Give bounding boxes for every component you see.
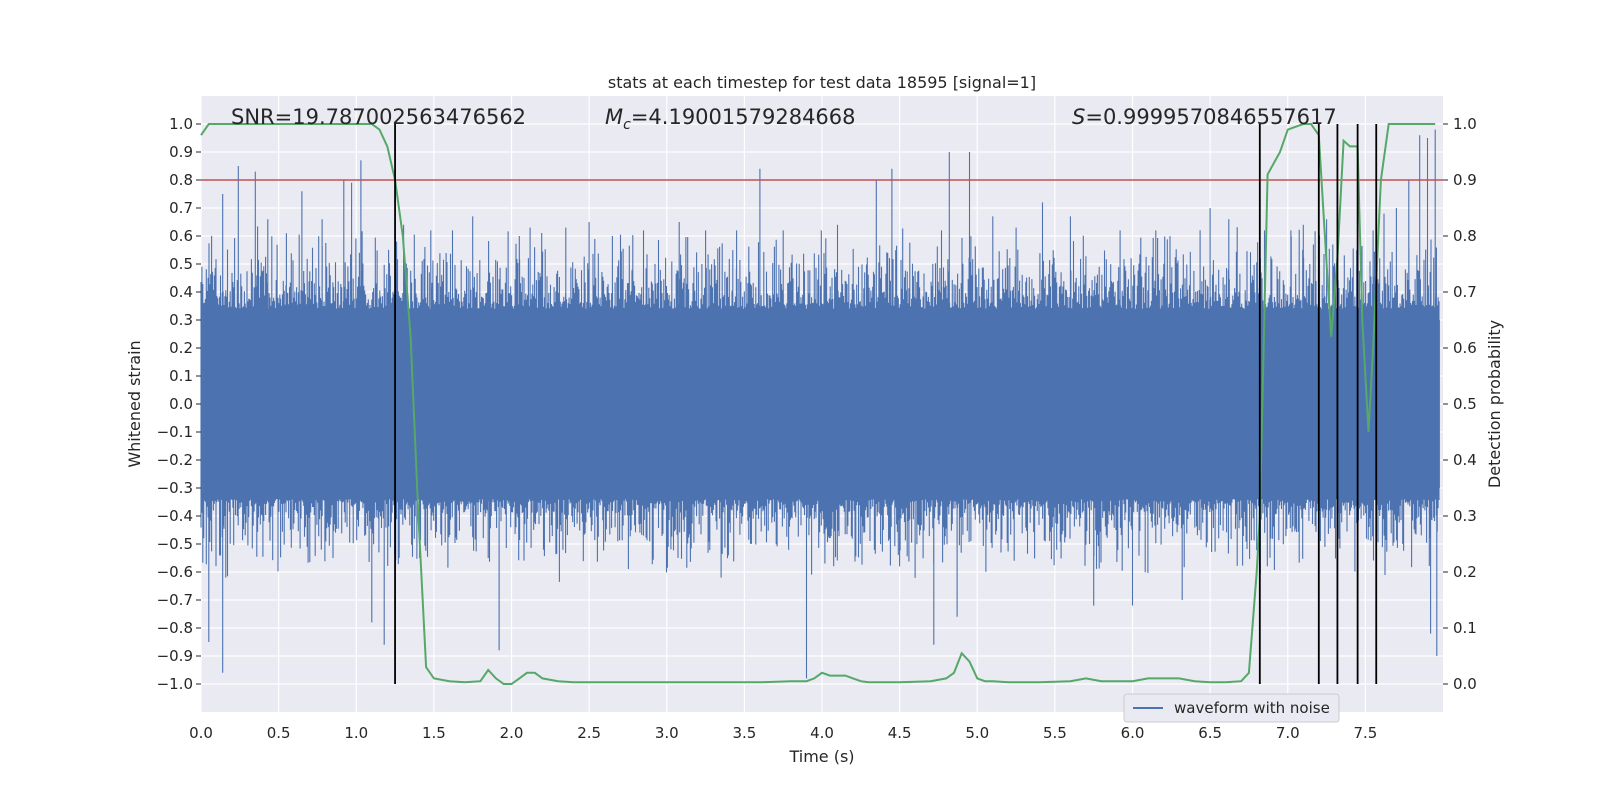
y-left-tick-label: 0.6	[169, 227, 193, 245]
y-axis-left-ticks: −1.0 −0.9 −0.8 −0.7 −0.6 −0.5 −0.4 −0.3 −0.2 −0.1…	[157, 115, 201, 693]
y-right-tick-label: 0.7	[1453, 283, 1477, 301]
chirp-mass-subscript: c	[623, 117, 631, 133]
y-left-tick-label: 0.0	[169, 395, 193, 413]
chart-title: stats at each timestep for test data 185…	[608, 73, 1036, 92]
legend-box	[1123, 693, 1340, 723]
y-axis-right-label: Detection probability	[1485, 320, 1504, 488]
y-left-tick-label: 1.0	[169, 115, 193, 133]
y-left-tick-label: 0.4	[169, 283, 193, 301]
y-axis-right-ticks: 0.0 0.1 0.2 0.3 0.4 0.5 0.6 0.7 0.8 0.9 1.0	[1443, 115, 1477, 693]
x-tick-label: 0.5	[267, 724, 291, 742]
y-right-tick-label: 0.8	[1453, 227, 1477, 245]
y-left-tick-label: 0.5	[169, 255, 193, 273]
chirp-mass-symbol: M	[605, 105, 623, 129]
score-symbol: S	[1072, 105, 1085, 129]
x-tick-label: 1.5	[422, 724, 446, 742]
detection-probability-line	[200, 123, 1436, 685]
x-tick-label: 3.5	[732, 724, 756, 742]
y-left-tick-label: 0.3	[169, 311, 193, 329]
chirp-mass-value: =4.19001579284668	[631, 105, 856, 129]
x-tick-label: 4.0	[810, 724, 834, 742]
y-axis-left-label: Whitened strain	[125, 340, 144, 467]
x-tick-label: 1.0	[344, 724, 368, 742]
y-left-tick-label: −0.5	[157, 535, 193, 553]
waveform-with-noise-series	[200, 129, 1440, 679]
y-left-tick-label: 0.9	[169, 143, 193, 161]
x-tick-label: 3.0	[655, 724, 679, 742]
x-tick-label: 2.5	[577, 724, 601, 742]
y-right-tick-label: 0.2	[1453, 563, 1477, 581]
y-left-tick-label: −0.1	[157, 423, 193, 441]
y-left-tick-label: −0.6	[157, 563, 193, 581]
x-axis-label: Time (s)	[788, 747, 854, 766]
x-tick-label: 6.5	[1198, 724, 1222, 742]
y-right-tick-label: 0.3	[1453, 507, 1477, 525]
x-tick-label: 7.5	[1353, 724, 1377, 742]
chirp-mass-annotation: Mc=4.19001579284668	[605, 105, 856, 133]
y-right-tick-label: 1.0	[1453, 115, 1477, 133]
y-right-tick-label: 0.4	[1453, 451, 1477, 469]
y-left-tick-label: 0.7	[169, 199, 193, 217]
y-left-tick-label: −0.7	[157, 591, 193, 609]
x-tick-label: 5.0	[965, 724, 989, 742]
y-right-tick-label: 0.5	[1453, 395, 1477, 413]
snr-annotation: SNR=19.787002563476562	[231, 105, 526, 129]
vertical-lines	[394, 124, 1378, 684]
y-left-tick-label: −0.4	[157, 507, 193, 525]
y-left-tick-label: −0.3	[157, 479, 193, 497]
y-right-tick-label: 0.6	[1453, 339, 1477, 357]
x-tick-label: 4.5	[888, 724, 912, 742]
x-tick-label: 0.0	[189, 724, 213, 742]
y-right-tick-label: 0.0	[1453, 675, 1477, 693]
y-left-tick-label: −0.2	[157, 451, 193, 469]
legend-label-waveform: waveform with noise	[1174, 699, 1330, 717]
score-annotation: S=0.9999570846557617	[1072, 105, 1337, 129]
detection-probability-series	[200, 123, 1436, 685]
x-tick-label: 6.0	[1121, 724, 1145, 742]
y-left-tick-label: −1.0	[157, 675, 193, 693]
score-value: =0.9999570846557617	[1085, 105, 1336, 129]
y-left-tick-label: 0.2	[169, 339, 193, 357]
y-right-tick-label: 0.1	[1453, 619, 1477, 637]
y-left-tick-label: −0.9	[157, 647, 193, 665]
y-left-tick-label: 0.8	[169, 171, 193, 189]
x-tick-label: 2.0	[500, 724, 524, 742]
y-right-tick-label: 0.9	[1453, 171, 1477, 189]
y-left-tick-label: −0.8	[157, 619, 193, 637]
x-tick-label: 7.0	[1276, 724, 1300, 742]
waveform-trace	[200, 129, 1440, 679]
x-axis-ticks: 0.0 0.5 1.0 1.5 2.0 2.5 3.0 3.5 4.0 4.5 5.0 5.5 6.0 6…	[189, 724, 1377, 742]
legend: waveform with noise	[1123, 693, 1340, 723]
x-tick-label: 5.5	[1043, 724, 1067, 742]
y-left-tick-label: 0.1	[169, 367, 193, 385]
